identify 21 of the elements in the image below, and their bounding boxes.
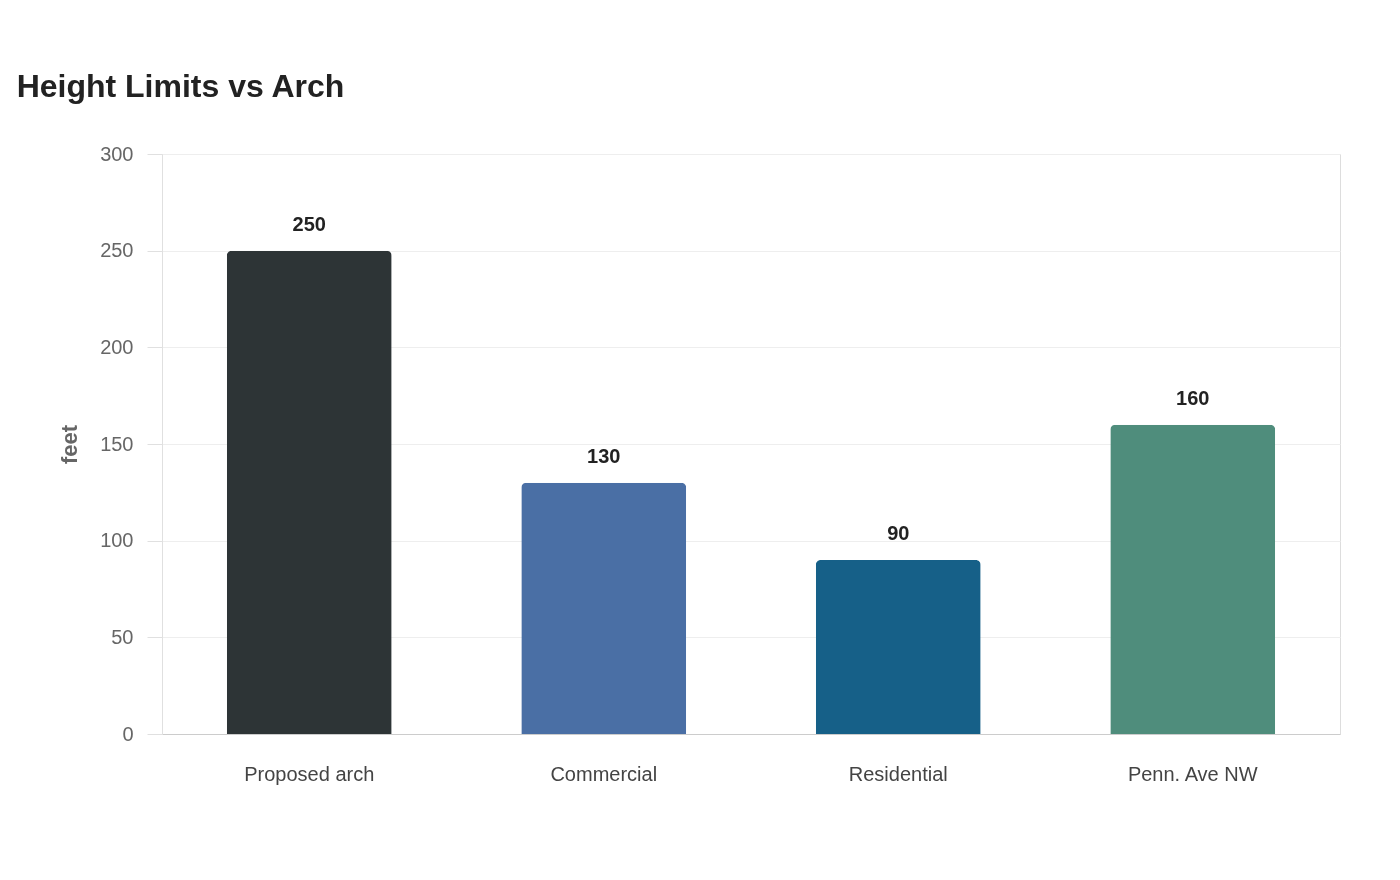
x-tick-label: Penn. Ave NW [1127,762,1258,785]
bar [226,250,392,734]
bar [1110,424,1276,734]
y-tick-label: 250 [100,239,134,262]
y-tick-label: 100 [100,529,134,552]
bar [521,482,687,734]
chart-title: Height Limits vs Arch [16,68,345,104]
y-tick-label: 150 [100,432,134,455]
data-label: 90 [887,522,910,544]
x-tick-label: Commercial [550,762,658,785]
data-label: 160 [1176,386,1210,409]
bar [815,560,981,734]
y-axis-title: feet [57,424,83,465]
y-tick-label: 50 [111,625,134,648]
x-tick-label: Residential [848,762,948,785]
data-label: 130 [587,444,621,467]
x-tick-label: Proposed arch [244,762,375,785]
y-tick-label: 0 [122,722,134,745]
y-tick-label: 300 [100,142,134,165]
y-tick-label: 200 [100,335,134,358]
data-label: 250 [292,212,326,235]
